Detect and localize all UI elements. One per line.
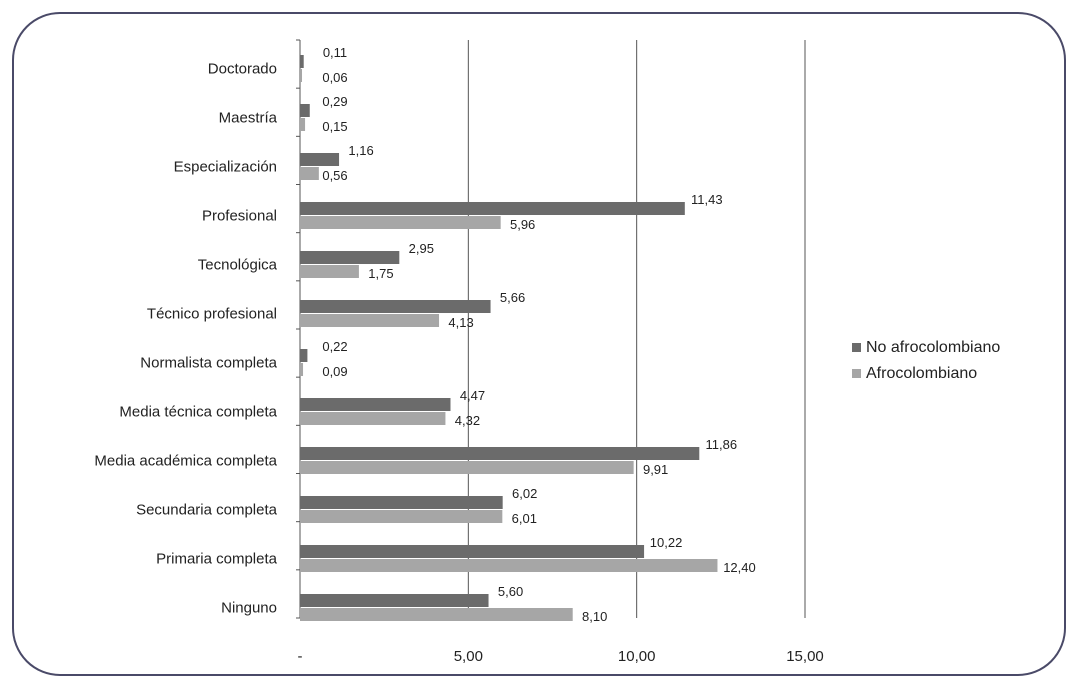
category-label: Tecnológica — [198, 257, 278, 274]
category-label: Doctorado — [208, 61, 277, 78]
grid-lines — [296, 39, 806, 619]
value-label: 8,10 — [582, 609, 607, 624]
category-label: Ninguno — [221, 600, 277, 617]
bar — [300, 216, 501, 229]
x-tick-label: 10,00 — [618, 648, 656, 665]
x-tick-label: - — [298, 648, 303, 665]
value-label: 0,29 — [322, 94, 347, 109]
value-label: 11,86 — [705, 437, 737, 452]
bar — [300, 202, 685, 215]
value-label: 6,02 — [512, 486, 537, 501]
category-label: Técnico profesional — [147, 306, 277, 323]
bar — [300, 167, 319, 180]
value-label: 4,32 — [455, 413, 480, 428]
category-label: Profesional — [202, 208, 277, 225]
value-label: 1,75 — [368, 266, 393, 281]
bar — [300, 363, 304, 376]
value-label: 6,01 — [512, 511, 537, 526]
bar — [300, 251, 400, 264]
chart-frame — [12, 12, 1066, 676]
bar — [300, 104, 310, 117]
bar — [300, 118, 306, 131]
value-label: 5,66 — [500, 290, 525, 305]
value-label: 4,13 — [448, 315, 473, 330]
legend-swatch — [852, 369, 861, 378]
value-label: 11,43 — [691, 192, 723, 207]
bar — [300, 265, 359, 278]
x-tick-label: 15,00 — [786, 648, 824, 665]
category-label: Media académica completa — [94, 453, 277, 470]
value-label: 2,95 — [409, 241, 434, 256]
bar — [300, 594, 489, 607]
category-label: Secundaria completa — [136, 502, 278, 519]
value-label: 9,91 — [643, 462, 668, 477]
bar — [300, 461, 634, 474]
value-label: 5,96 — [510, 217, 535, 232]
bar — [300, 412, 446, 425]
bar — [300, 496, 503, 509]
value-label: 4,47 — [460, 388, 485, 403]
bar — [300, 398, 451, 411]
bar — [300, 69, 303, 82]
bar — [300, 55, 304, 68]
bar — [300, 314, 440, 327]
x-tick-label: 5,00 — [454, 648, 483, 665]
value-label: 0,06 — [322, 70, 347, 85]
legend: No afrocolombiano Afrocolombiano — [852, 339, 1000, 382]
bar — [300, 153, 340, 166]
value-label: 5,60 — [498, 584, 523, 599]
legend-label: No afrocolombiano — [866, 339, 1000, 356]
bar — [300, 608, 573, 621]
bar — [300, 349, 308, 362]
value-label: 0,11 — [323, 45, 347, 60]
value-label: 0,56 — [322, 168, 347, 183]
labels: - 5,00 10,00 15,00 Doctorado 0,11 0,06 Maestría… — [94, 45, 823, 665]
bars — [300, 55, 718, 621]
value-label: 1,16 — [348, 143, 373, 158]
category-label: Normalista completa — [140, 355, 277, 372]
value-label: 0,15 — [322, 119, 347, 134]
legend-label: Afrocolombiano — [866, 365, 977, 382]
bar — [300, 447, 700, 460]
category-label: Media técnica completa — [119, 404, 277, 421]
value-label: 12,40 — [723, 560, 756, 575]
category-label: Especialización — [174, 159, 277, 176]
value-label: 0,22 — [322, 339, 347, 354]
legend-swatch — [852, 343, 861, 352]
category-label: Primaria completa — [156, 551, 278, 568]
bar — [300, 300, 491, 313]
bar — [300, 559, 718, 572]
category-label: Maestría — [219, 110, 278, 127]
value-label: 0,09 — [322, 364, 347, 379]
bar — [300, 545, 645, 558]
bar — [300, 510, 503, 523]
value-label: 10,22 — [650, 535, 683, 550]
